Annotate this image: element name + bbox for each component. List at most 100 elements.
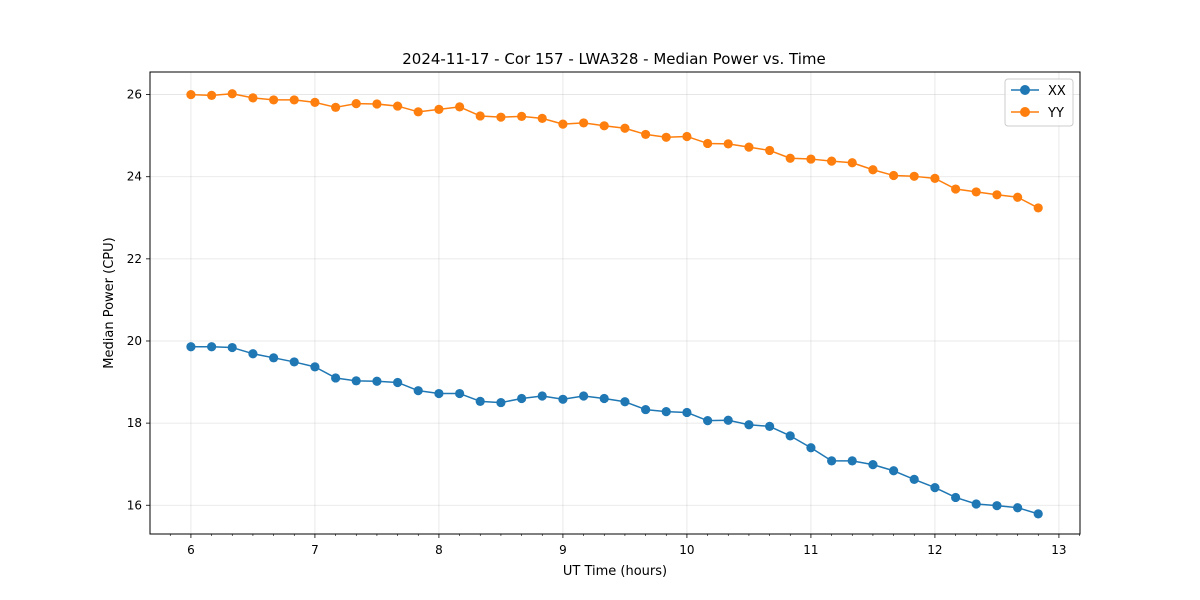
data-point-xx — [889, 466, 899, 476]
data-point-xx — [434, 388, 444, 399]
axis-ticks: 6 7 8 9 10 11 12 13 16 18 20 22 24 26 — [127, 88, 1080, 557]
data-point-xx — [723, 415, 733, 425]
data-point-yy — [620, 123, 630, 133]
data-point-xx — [207, 342, 217, 352]
data-point-xx — [744, 420, 754, 430]
x-tick-label: 13 — [1051, 543, 1066, 557]
data-point-xx — [351, 376, 361, 386]
data-point-yy — [289, 95, 299, 105]
data-point-yy — [723, 139, 733, 149]
data-point-xx — [930, 482, 940, 493]
data-point-xx — [971, 499, 981, 509]
data-point-yy — [641, 129, 651, 140]
data-point-xx — [1033, 509, 1043, 519]
y-tick-label: 24 — [127, 170, 142, 184]
data-point-yy — [248, 93, 258, 103]
data-point-xx — [661, 407, 671, 417]
data-point-xx — [992, 501, 1002, 511]
y-axis-label: Median Power (CPU) — [102, 237, 117, 368]
series-line-yy — [190, 93, 1039, 209]
data-point-xx — [847, 456, 857, 466]
data-point-xx — [496, 397, 506, 408]
data-point-xx — [372, 376, 382, 386]
x-tick-label: 9 — [559, 543, 567, 557]
data-point-xx — [248, 349, 258, 359]
data-point-yy — [889, 170, 899, 181]
x-tick-label: 8 — [435, 543, 443, 557]
data-point-yy — [413, 107, 423, 117]
data-point-xx — [558, 394, 568, 404]
data-point-yy — [579, 118, 589, 128]
legend-label-yy: YY — [1047, 106, 1064, 121]
x-tick-label: 10 — [679, 543, 694, 557]
data-point-xx — [186, 342, 196, 352]
y-tick-label: 16 — [127, 498, 142, 512]
data-point-yy — [207, 90, 217, 101]
data-point-xx — [310, 362, 320, 372]
data-point-xx — [765, 421, 775, 432]
data-point-xx — [579, 391, 589, 401]
legend: XX YY — [1004, 78, 1074, 127]
data-point-xx — [475, 396, 485, 406]
data-point-xx — [413, 386, 423, 396]
y-tick-label: 18 — [127, 416, 142, 430]
data-point-yy — [971, 187, 981, 197]
data-point-xx — [641, 404, 651, 415]
data-point-yy — [785, 153, 795, 163]
data-point-xx — [703, 416, 713, 426]
data-point-yy — [186, 89, 196, 100]
data-point-xx — [1013, 503, 1023, 513]
data-point-xx — [517, 393, 527, 404]
x-axis-label: UT Time (hours) — [563, 564, 667, 579]
data-point-yy — [455, 102, 465, 112]
data-point-yy — [475, 111, 485, 121]
data-point-yy — [351, 99, 361, 109]
data-point-xx — [537, 391, 547, 401]
data-point-xx — [227, 342, 237, 353]
grid — [150, 72, 1080, 534]
x-tick-label: 6 — [187, 543, 195, 557]
data-point-yy — [537, 113, 547, 124]
data-point-yy — [517, 111, 527, 121]
data-point-yy — [868, 165, 878, 175]
series-yy — [186, 89, 1043, 213]
data-point-yy — [393, 101, 403, 111]
data-point-yy — [372, 99, 382, 109]
data-point-yy — [661, 132, 671, 142]
data-point-xx — [806, 443, 816, 453]
x-tick-label: 12 — [927, 543, 942, 557]
data-point-yy — [682, 131, 692, 142]
data-point-xx — [827, 456, 837, 466]
data-point-yy — [496, 112, 506, 122]
data-point-xx — [909, 474, 919, 484]
data-point-yy — [599, 121, 609, 131]
data-point-xx — [289, 357, 299, 367]
data-point-yy — [269, 95, 279, 105]
data-point-yy — [558, 119, 568, 129]
legend-marker-xx — [1020, 85, 1030, 95]
data-point-xx — [785, 431, 795, 441]
series-line-xx — [190, 345, 1039, 515]
data-point-xx — [682, 407, 692, 418]
data-point-yy — [744, 142, 754, 152]
data-point-yy — [227, 89, 237, 99]
data-point-xx — [269, 353, 279, 363]
data-point-xx — [868, 459, 878, 470]
plot-series — [186, 89, 1043, 519]
data-point-yy — [310, 97, 320, 107]
data-point-yy — [930, 173, 940, 183]
data-point-yy — [331, 102, 341, 112]
data-point-xx — [331, 373, 341, 383]
x-tick-label: 7 — [311, 543, 319, 557]
data-point-yy — [765, 145, 775, 156]
data-point-yy — [951, 184, 961, 194]
y-tick-label: 20 — [127, 334, 142, 348]
plot-frame — [149, 71, 1081, 535]
data-point-yy — [992, 190, 1002, 200]
data-point-yy — [1013, 192, 1023, 202]
data-point-xx — [455, 388, 465, 399]
data-point-yy — [847, 158, 857, 168]
data-point-xx — [951, 492, 961, 503]
x-tick-label: 11 — [803, 543, 818, 557]
data-point-yy — [434, 104, 444, 114]
